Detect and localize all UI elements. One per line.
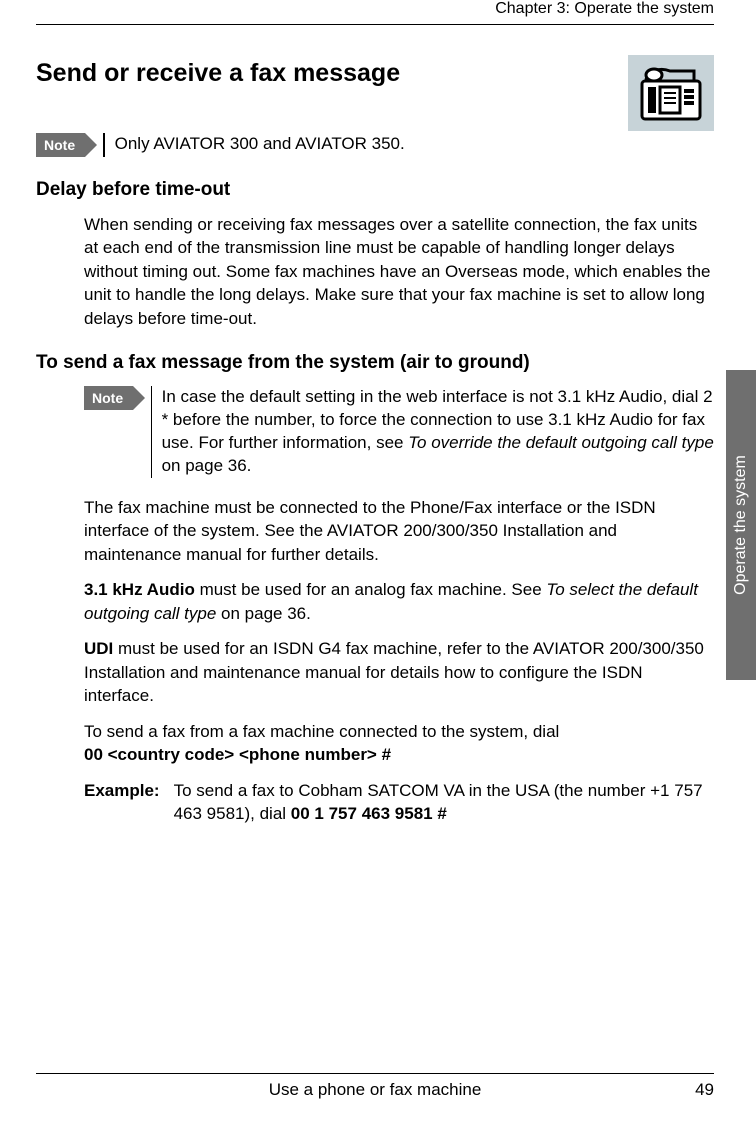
section-title: Send or receive a fax message — [36, 59, 400, 88]
fax-icon — [628, 55, 714, 131]
paragraph-3: UDI must be used for an ISDN G4 fax mach… — [84, 637, 714, 707]
note-2-text-b: on page 36. — [162, 456, 252, 475]
page-number: 49 — [674, 1080, 714, 1100]
note-badge: Note — [84, 386, 133, 410]
title-row: Send or receive a fax message — [36, 59, 714, 131]
paragraph-1: The fax machine must be connected to the… — [84, 496, 714, 566]
side-tab-label: Operate the system — [732, 455, 750, 595]
p2-text: must be used for an analog fax machine. … — [195, 580, 547, 599]
paragraph-4: To send a fax from a fax machine connect… — [84, 720, 714, 767]
paragraph-2: 3.1 kHz Audio must be used for an analog… — [84, 578, 714, 625]
paragraph-delay: When sending or receiving fax messages o… — [84, 213, 714, 330]
note-1: Note Only AVIATOR 300 and AVIATOR 350. — [36, 133, 714, 157]
side-tab: Operate the system — [726, 370, 756, 680]
footer-spacer — [36, 1080, 76, 1100]
p3-text: must be used for an ISDN G4 fax machine,… — [84, 639, 704, 705]
note-2: Note In case the default setting in the … — [84, 386, 714, 478]
subhead-send: To send a fax message from the system (a… — [36, 352, 714, 374]
example-body: To send a fax to Cobham SATCOM VA in the… — [174, 779, 714, 826]
chapter-header: Chapter 3: Operate the system — [36, 0, 714, 18]
header-rule — [36, 24, 714, 25]
p2-tail: on page 36. — [216, 604, 311, 623]
note-2-italic: To override the default outgoing call ty… — [408, 433, 714, 452]
p4-line1: To send a fax from a fax machine connect… — [84, 722, 559, 741]
p4-bold: 00 <country code> <phone number> # — [84, 745, 391, 764]
note-badge: Note — [36, 133, 85, 157]
p2-bold: 3.1 kHz Audio — [84, 580, 195, 599]
body-send: Note In case the default setting in the … — [84, 386, 714, 825]
body-delay: When sending or receiving fax messages o… — [84, 213, 714, 330]
note-2-text: In case the default setting in the web i… — [162, 386, 714, 478]
footer-rule — [36, 1073, 714, 1074]
p3-bold: UDI — [84, 639, 113, 658]
footer: Use a phone or fax machine 49 — [36, 1073, 714, 1100]
example-bold: 00 1 757 463 9581 # — [291, 804, 447, 823]
page: Chapter 3: Operate the system Send or re… — [0, 0, 756, 1130]
example-label: Example: — [84, 779, 160, 826]
footer-row: Use a phone or fax machine 49 — [36, 1080, 714, 1100]
footer-center: Use a phone or fax machine — [76, 1080, 674, 1100]
note-1-text: Only AVIATOR 300 and AVIATOR 350. — [115, 133, 405, 156]
subhead-delay: Delay before time-out — [36, 179, 714, 201]
example-row: Example: To send a fax to Cobham SATCOM … — [84, 779, 714, 826]
note-divider — [103, 133, 105, 157]
